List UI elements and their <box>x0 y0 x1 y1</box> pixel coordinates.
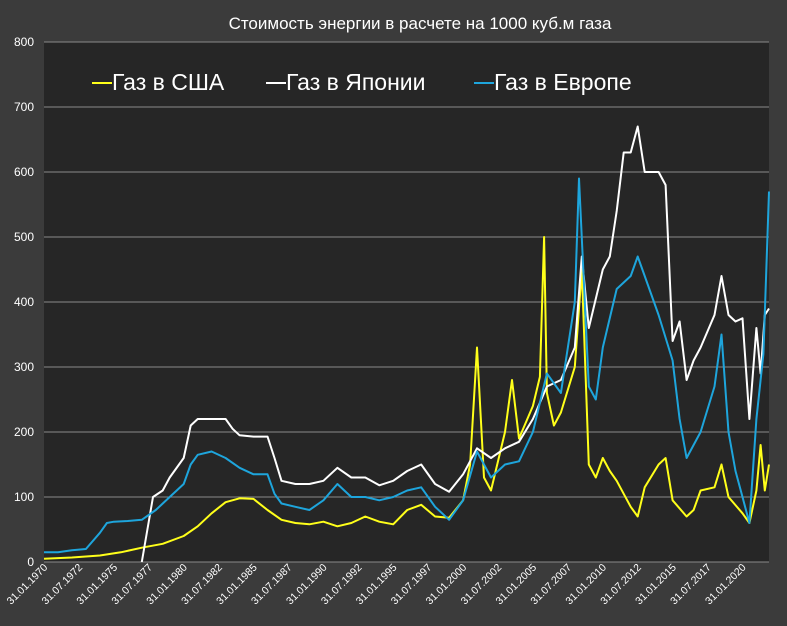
series-line-2 <box>44 177 770 554</box>
y-tick-label: 0 <box>27 555 34 569</box>
y-tick-label: 500 <box>14 230 34 244</box>
y-axis-ticks: 0 100 200 300 400 500 600 700 800 <box>14 35 34 569</box>
chart-title: Стоимость энергии в расчете на 1000 куб.… <box>229 14 612 33</box>
series-line-1 <box>140 125 770 563</box>
y-tick-label: 800 <box>14 35 34 49</box>
y-tick-label: 600 <box>14 165 34 179</box>
legend-label: Газ в США <box>112 69 225 95</box>
y-tick-label: 100 <box>14 490 34 504</box>
y-tick-label: 700 <box>14 100 34 114</box>
series-line-0 <box>43 236 770 560</box>
legend: Газ в США Газ в Японии Газ в Европе <box>92 69 632 95</box>
legend-label: Газ в Японии <box>286 69 426 95</box>
y-tick-label: 300 <box>14 360 34 374</box>
y-tick-label: 400 <box>14 295 34 309</box>
y-tick-label: 200 <box>14 425 34 439</box>
legend-label: Газ в Европе <box>494 69 632 95</box>
series-lines <box>43 125 770 563</box>
